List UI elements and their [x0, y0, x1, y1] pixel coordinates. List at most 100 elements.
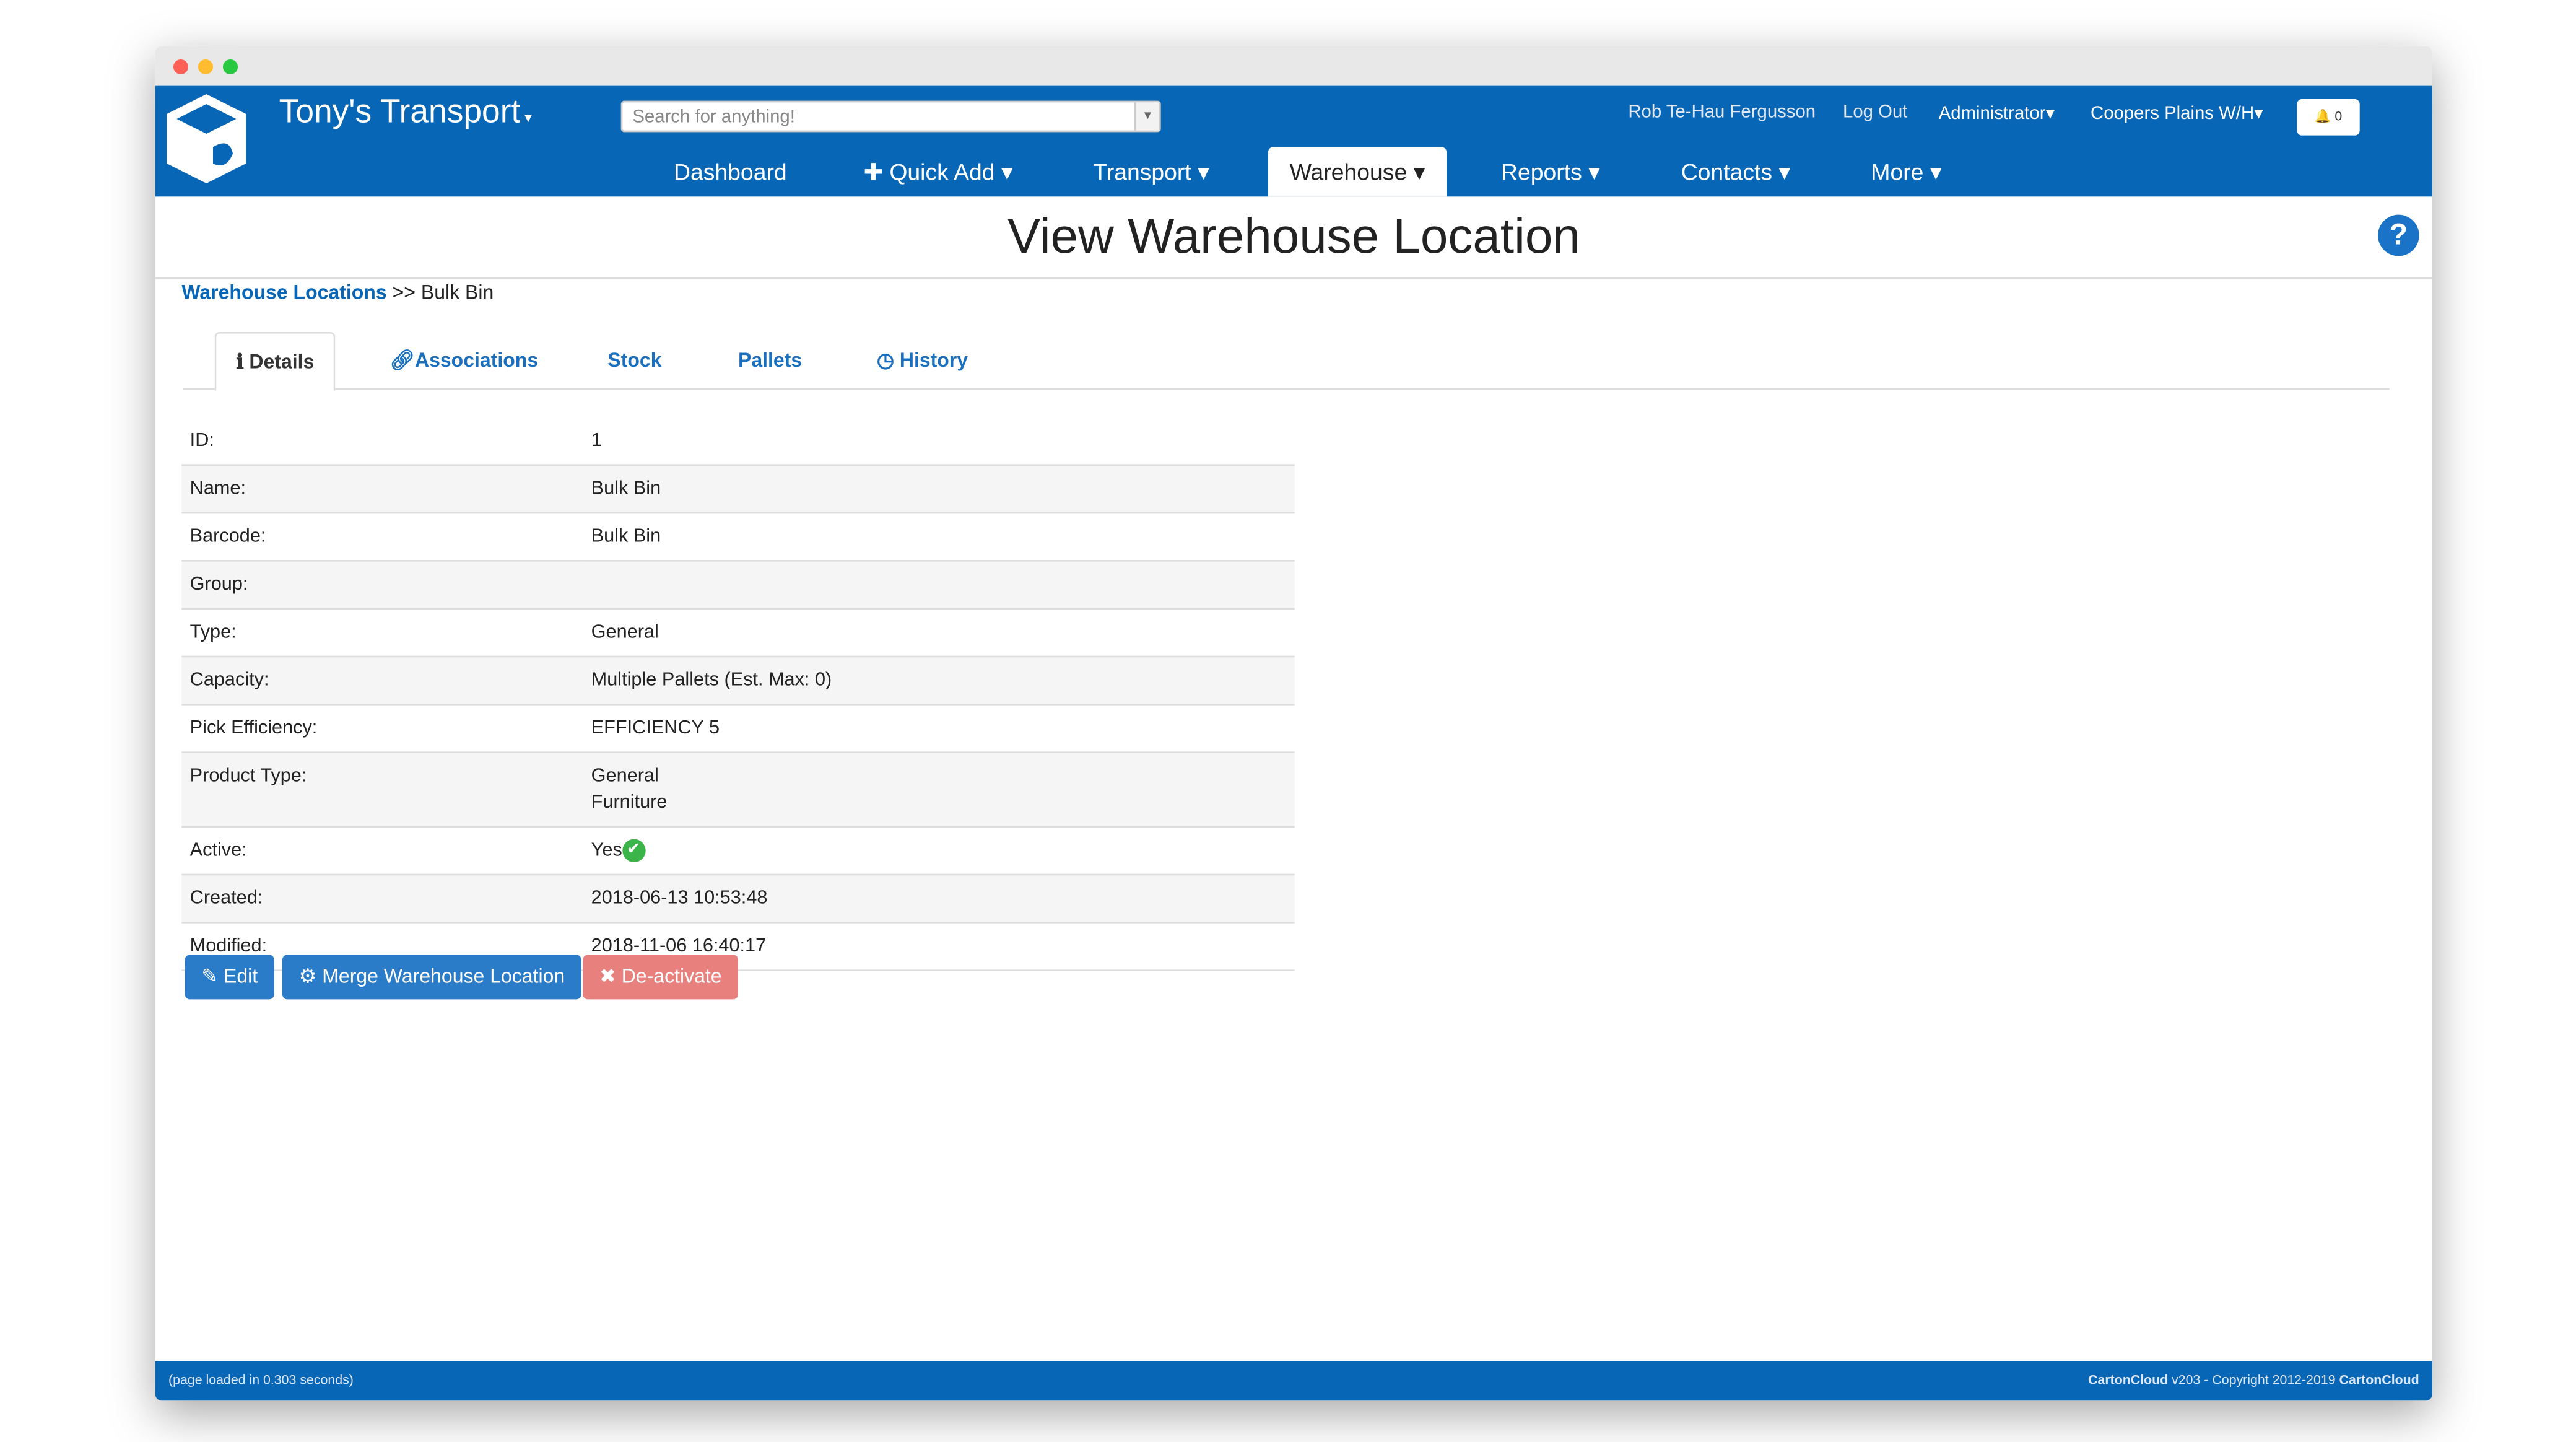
field-label: Product Type: [181, 752, 583, 828]
notification-count: 0 [2334, 109, 2343, 125]
search-placeholder: Search for anything! [632, 107, 795, 128]
warehouse-label: Coopers Plains W/H [2091, 104, 2255, 125]
pencil-icon: ✎ [201, 964, 224, 988]
tab-label: Associations [414, 348, 539, 372]
field-value: General [583, 608, 1295, 658]
search-input[interactable]: Search for anything! ▼ [620, 100, 1161, 133]
nav-transport[interactable]: Transport ▾ [1093, 159, 1209, 185]
table-row: Pick Efficiency: EFFICIENCY 5 [181, 704, 1295, 754]
table-row: Barcode: Bulk Bin [181, 513, 1295, 562]
help-icon[interactable]: ? [2378, 214, 2419, 256]
maximize-window-button[interactable] [223, 59, 238, 75]
table-row: Active: Yes ✔ [181, 826, 1295, 876]
details-table: ID: 1 Name: Bulk Bin Barcode: Bulk Bin Grou… [181, 417, 1295, 972]
divider [155, 277, 2433, 279]
table-row: Product Type: General Furniture [181, 752, 1295, 828]
field-label: Group: [181, 561, 583, 610]
role-label: Administrator [1938, 104, 2046, 125]
box-logo-icon[interactable] [163, 91, 250, 187]
notifications-button[interactable]: 🔔 0 [2297, 99, 2360, 136]
table-row: Capacity: Multiple Pallets (Est. Max: 0) [181, 657, 1295, 706]
bell-icon: 🔔 [2314, 109, 2331, 125]
field-value [583, 561, 1295, 610]
nav-label: Contacts [1681, 159, 1773, 185]
table-row: Created: 2018-06-13 10:53:48 [181, 875, 1295, 924]
nav-warehouse[interactable]: Warehouse ▾ [1268, 147, 1447, 197]
nav-label: Reports [1501, 159, 1582, 185]
tab-label: Details [249, 350, 315, 374]
table-row: Group: [181, 561, 1295, 610]
cogs-icon: ⚙ [298, 964, 323, 988]
tab-details[interactable]: ℹ Details [214, 332, 336, 392]
active-value: Yes [591, 841, 622, 861]
field-value: Bulk Bin [583, 513, 1295, 562]
browser-window: Tony's Transport ▾ Search for anything! ▼… [155, 46, 2433, 1401]
field-label: Barcode: [181, 513, 583, 562]
button-label: Merge Warehouse Location [322, 964, 565, 988]
tab-pallets[interactable]: Pallets [738, 348, 803, 372]
field-value: General Furniture [583, 752, 1295, 828]
field-label: Capacity: [181, 657, 583, 706]
field-value: Bulk Bin [583, 465, 1295, 514]
clock-icon: ◷ [877, 348, 900, 372]
product-type-1: General [591, 766, 659, 787]
tab-bar: ℹ Details 🔗︎Associations Stock Pallets ◷… [183, 332, 2390, 392]
field-value: EFFICIENCY 5 [583, 704, 1295, 754]
brand-name: Tony's Transport [279, 94, 521, 131]
tab-label: History [899, 348, 968, 372]
nav-label: More [1871, 159, 1924, 185]
product-type-2: Furniture [591, 793, 668, 813]
nav-label: Transport [1093, 159, 1191, 185]
table-row: ID: 1 [181, 417, 1295, 466]
field-label: Pick Efficiency: [181, 704, 583, 754]
field-label: ID: [181, 417, 583, 466]
x-icon: ✖ [599, 964, 622, 988]
title-bar [155, 46, 2433, 86]
page-title: View Warehouse Location [1007, 209, 1580, 264]
tab-associations[interactable]: 🔗︎Associations [389, 332, 538, 388]
breadcrumb-current: Bulk Bin [420, 281, 494, 304]
search-dropdown-icon[interactable]: ▼ [1134, 102, 1160, 131]
field-label: Type: [181, 608, 583, 658]
field-value: Yes ✔ [583, 826, 1295, 876]
copyright-brand: CartonCloud [2088, 1373, 2169, 1388]
breadcrumb-warehouse-locations[interactable]: Warehouse Locations [181, 281, 387, 304]
field-label: Name: [181, 465, 583, 514]
info-icon: ℹ [236, 350, 250, 374]
breadcrumb-separator: >> [392, 281, 416, 304]
page-load-time: (page loaded in 0.303 seconds) [168, 1373, 354, 1388]
nav-dashboard[interactable]: Dashboard [674, 159, 787, 185]
deactivate-button[interactable]: ✖ De-activate [583, 955, 739, 1000]
nav-quick-add[interactable]: ✚ Quick Add ▾ [863, 159, 1013, 185]
table-row: Type: General [181, 608, 1295, 658]
footer: (page loaded in 0.303 seconds) CartonClo… [155, 1361, 2433, 1401]
edit-button[interactable]: ✎ Edit [185, 955, 274, 1000]
warehouse-dropdown[interactable]: Coopers Plains W/H▾ [2091, 104, 2263, 125]
field-label: Active: [181, 826, 583, 876]
role-dropdown[interactable]: Administrator▾ [1938, 104, 2055, 125]
field-value: 1 [583, 417, 1295, 466]
copyright: CartonCloud v203 - Copyright 2012-2019 C… [2088, 1361, 2419, 1400]
nav-label: Quick Add [889, 159, 995, 185]
nav-more[interactable]: More ▾ [1871, 159, 1942, 185]
minimize-window-button[interactable] [198, 59, 214, 75]
copyright-text: v203 - Copyright 2012-2019 [2168, 1373, 2339, 1388]
tab-history[interactable]: ◷ History [877, 332, 968, 388]
copyright-brand: CartonCloud [2339, 1373, 2419, 1388]
logout-link[interactable]: Log Out [1843, 102, 1908, 123]
nav-reports[interactable]: Reports ▾ [1501, 159, 1600, 185]
field-value: 2018-06-13 10:53:48 [583, 875, 1295, 924]
close-window-button[interactable] [173, 59, 189, 75]
breadcrumb: Warehouse Locations >> Bulk Bin [181, 281, 494, 304]
merge-warehouse-location-button[interactable]: ⚙ Merge Warehouse Location [282, 955, 581, 1000]
tab-stock[interactable]: Stock [607, 348, 662, 372]
button-label: De-activate [621, 964, 722, 988]
link-icon: 🔗︎ [389, 348, 415, 372]
nav-contacts[interactable]: Contacts ▾ [1681, 159, 1791, 185]
nav-label: Warehouse [1289, 159, 1408, 185]
company-switcher[interactable]: Tony's Transport ▾ [279, 94, 533, 131]
top-header: Tony's Transport ▾ Search for anything! ▼… [155, 85, 2433, 197]
field-label: Created: [181, 875, 583, 924]
field-value: Multiple Pallets (Est. Max: 0) [583, 657, 1295, 706]
user-name-link[interactable]: Rob Te-Hau Fergusson [1628, 102, 1816, 123]
